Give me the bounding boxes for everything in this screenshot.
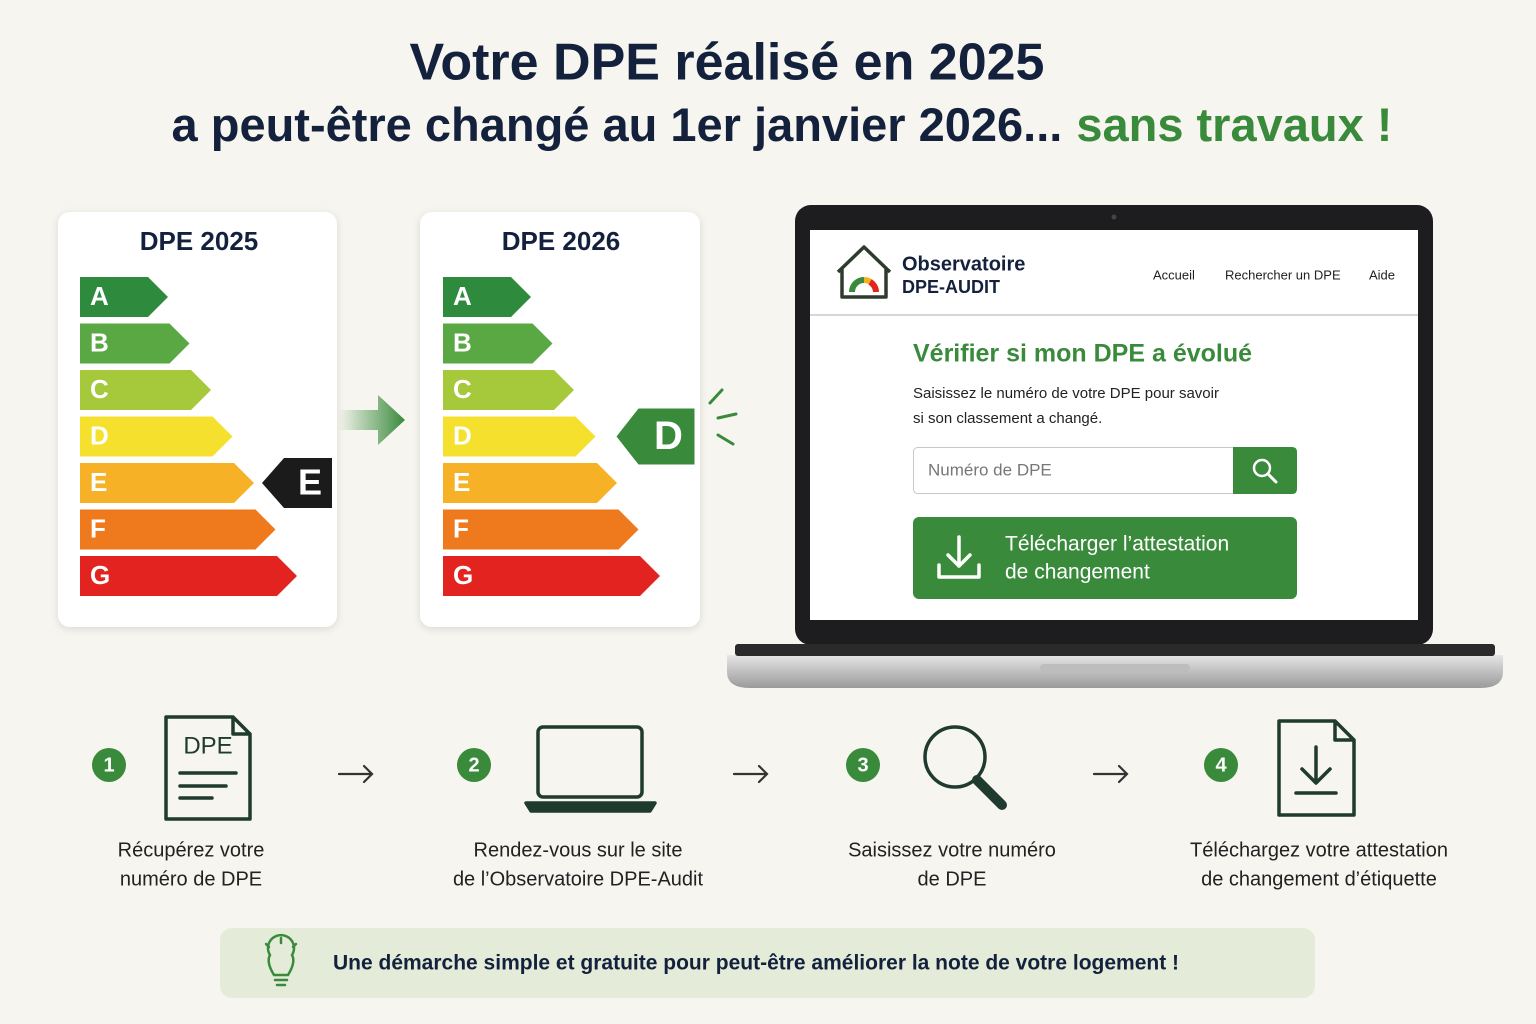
energy-class-bar <box>443 509 639 550</box>
step-number: 2 <box>468 754 479 776</box>
energy-class-letter: G <box>453 560 473 590</box>
scale-title: DPE 2026 <box>502 226 621 256</box>
step-badge <box>1204 748 1238 782</box>
energy-class-letter: D <box>453 420 472 450</box>
step-text: Téléchargez votre attestation <box>1190 839 1448 861</box>
energy-class-bar <box>443 416 596 457</box>
energy-class-bar <box>80 556 297 596</box>
nav-link[interactable]: Rechercher un DPE <box>1225 267 1341 282</box>
keyboard-edge <box>735 644 1495 656</box>
energy-class-bar <box>80 277 168 317</box>
site-logo <box>836 245 892 299</box>
download-button[interactable] <box>913 517 1297 599</box>
energy-class-letter: F <box>453 513 469 543</box>
energy-class-bar <box>443 323 553 364</box>
step-text: Rendez-vous sur le site <box>474 839 683 861</box>
download-arrow <box>1294 745 1338 795</box>
transition-arrow <box>338 395 405 445</box>
logo-gauge <box>868 279 879 293</box>
energy-class-bar <box>80 323 190 364</box>
energy-class-letter: D <box>90 420 109 450</box>
document-lines <box>178 771 238 800</box>
document-icon <box>164 715 252 821</box>
step-number: 3 <box>857 754 868 776</box>
energy-class-letter: B <box>453 327 472 357</box>
energy-class-letter: F <box>90 513 106 543</box>
footer-note: Une démarche simple et gratuite pour peu… <box>333 952 1179 975</box>
step-text: numéro de DPE <box>120 868 262 890</box>
energy-class-bar <box>80 463 254 503</box>
step-arrows <box>337 764 1129 784</box>
step-text: de changement d’étiquette <box>1201 868 1437 890</box>
energy-class-letter: A <box>90 281 109 311</box>
laptop-icon-base <box>524 801 657 813</box>
bulb-icon <box>264 933 298 987</box>
search-button[interactable] <box>1233 447 1297 494</box>
search-placeholder: Numéro de DPE <box>928 460 1052 479</box>
download-icon <box>937 535 981 579</box>
nav-link[interactable]: Accueil <box>1153 267 1195 282</box>
download-document-icon <box>1277 719 1356 817</box>
step-text: de DPE <box>918 868 987 890</box>
brand-subname: DPE-AUDIT <box>902 277 1000 297</box>
title-line-2: a peut-être changé au 1er janvier 2026..… <box>172 98 1393 151</box>
rating-marker <box>262 458 332 508</box>
energy-class-bar <box>443 463 617 503</box>
scale-title: DPE 2025 <box>140 226 259 256</box>
description: Saisissez le numéro de votre DPE pour sa… <box>913 385 1219 402</box>
title-line-1: Votre DPE réalisé en 2025 <box>410 34 1045 92</box>
nav-link[interactable]: Aide <box>1369 267 1395 282</box>
page-heading: Vérifier si mon DPE a évolué <box>913 340 1252 368</box>
energy-class-letter: E <box>90 467 107 497</box>
description: si son classement a changé. <box>913 410 1102 427</box>
energy-class-letter: C <box>453 374 472 404</box>
rating-letter: D <box>654 414 683 458</box>
step-badge <box>846 748 880 782</box>
energy-class-bar <box>80 416 233 457</box>
title-highlight: sans travaux ! <box>1076 98 1392 151</box>
energy-class-letter: A <box>453 281 472 311</box>
energy-class-bar <box>80 370 211 410</box>
trackpad-notch <box>1040 664 1190 672</box>
step-text: de l’Observatoire DPE-Audit <box>453 868 704 890</box>
document-icon-label: DPE <box>183 732 232 759</box>
steps: 1 Récupérez votre numéro de DPE 2 Rendez-vou… <box>92 748 1448 890</box>
rating-letter: E <box>298 462 322 503</box>
energy-class-letter: E <box>453 467 470 497</box>
brand-name: Observatoire <box>902 253 1025 275</box>
laptop-icon <box>536 725 644 799</box>
sparkle <box>708 388 738 446</box>
magnifier-icon <box>923 725 987 789</box>
webcam <box>1111 214 1117 220</box>
energy-class-letter: C <box>90 374 109 404</box>
footer-box <box>220 928 1315 998</box>
energy-class-bar <box>443 370 574 410</box>
title-text: a peut-être changé au 1er janvier 2026..… <box>172 98 1063 151</box>
rating-marker <box>616 408 695 465</box>
energy-class-letter: G <box>90 560 110 590</box>
energy-class-bar <box>443 277 531 317</box>
energy-class-letter: B <box>90 327 109 357</box>
energy-class-bar <box>443 556 660 596</box>
search-icon <box>1266 472 1278 484</box>
step-text: Récupérez votre <box>118 839 265 861</box>
magnifier-handle <box>972 775 1007 810</box>
step-badge <box>457 748 491 782</box>
download-label: de changement <box>1005 561 1150 584</box>
energy-class-bar <box>80 509 276 550</box>
step-number: 1 <box>103 754 114 776</box>
step-number: 4 <box>1215 754 1227 776</box>
step-text: Saisissez votre numéro <box>848 839 1056 861</box>
search-icon <box>1252 458 1272 478</box>
logo-gauge <box>849 277 865 293</box>
download-label: Télécharger l’attestation <box>1005 533 1229 556</box>
step-badge <box>92 748 126 782</box>
